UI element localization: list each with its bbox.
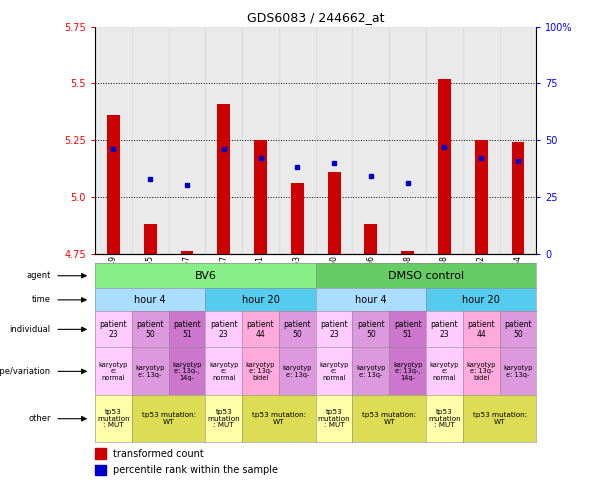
Bar	[95, 27, 132, 254]
Text: karyotyp
e:
normal: karyotyp e: normal	[209, 362, 238, 381]
Text: patient
23: patient 23	[210, 320, 238, 339]
Text: time: time	[32, 296, 51, 304]
Text: other: other	[28, 414, 51, 423]
Bar	[463, 27, 500, 254]
Text: tp53 mutation:
WT: tp53 mutation: WT	[473, 412, 527, 425]
Text: patient
50: patient 50	[504, 320, 532, 339]
Text: patient
44: patient 44	[246, 320, 275, 339]
Text: hour 20: hour 20	[242, 295, 280, 305]
Bar	[279, 27, 316, 254]
Bar	[254, 140, 267, 254]
Bar	[365, 224, 378, 254]
Text: DMSO control: DMSO control	[388, 271, 464, 281]
Text: karyotyp
e:
normal: karyotyp e: normal	[319, 362, 349, 381]
Text: tp53
mutation
: MUT: tp53 mutation : MUT	[428, 409, 461, 428]
Text: patient
50: patient 50	[357, 320, 385, 339]
Text: patient
23: patient 23	[430, 320, 459, 339]
Text: karyotyp
e: 13q-,
14q-: karyotyp e: 13q-, 14q-	[172, 362, 202, 381]
Text: transformed count: transformed count	[113, 449, 204, 459]
Text: karyotyp
e:
normal: karyotyp e: normal	[99, 362, 128, 381]
Bar	[512, 142, 525, 254]
Bar	[132, 27, 169, 254]
Bar	[181, 251, 194, 254]
Bar	[242, 27, 279, 254]
Text: patient
23: patient 23	[320, 320, 348, 339]
Text: karyotyp
e: 13q-: karyotyp e: 13q-	[135, 365, 165, 378]
Bar	[95, 448, 106, 458]
Bar	[500, 27, 536, 254]
Bar	[402, 251, 414, 254]
Text: tp53
mutation
: MUT: tp53 mutation : MUT	[97, 409, 130, 428]
Text: karyotyp
e: 13q-: karyotyp e: 13q-	[503, 365, 533, 378]
Bar	[107, 115, 120, 254]
Text: karyotyp
e: 13q-,
14q-: karyotyp e: 13q-, 14q-	[393, 362, 422, 381]
Bar	[316, 27, 352, 254]
Bar	[205, 27, 242, 254]
Text: karyotyp
e: 13q-
bidel: karyotyp e: 13q- bidel	[246, 362, 275, 381]
Text: patient
44: patient 44	[467, 320, 495, 339]
Bar	[218, 104, 230, 254]
Text: karyotyp
e: 13q-
bidel: karyotyp e: 13q- bidel	[466, 362, 496, 381]
Text: karyotyp
e:
normal: karyotyp e: normal	[430, 362, 459, 381]
Text: patient
51: patient 51	[173, 320, 201, 339]
Bar	[143, 224, 157, 254]
Text: tp53 mutation:
WT: tp53 mutation: WT	[142, 412, 196, 425]
Text: hour 4: hour 4	[355, 295, 387, 305]
Bar	[291, 183, 304, 254]
Bar	[352, 27, 389, 254]
Text: hour 4: hour 4	[134, 295, 166, 305]
Text: agent: agent	[26, 271, 51, 280]
Text: tp53
mutation
: MUT: tp53 mutation : MUT	[207, 409, 240, 428]
Bar	[328, 172, 341, 254]
Text: patient
50: patient 50	[136, 320, 164, 339]
Bar	[426, 27, 463, 254]
Text: percentile rank within the sample: percentile rank within the sample	[113, 465, 278, 475]
Bar	[95, 465, 106, 475]
Text: karyotyp
e: 13q-: karyotyp e: 13q-	[356, 365, 386, 378]
Text: genotype/variation: genotype/variation	[0, 367, 51, 376]
Text: hour 20: hour 20	[462, 295, 500, 305]
Text: patient
23: patient 23	[99, 320, 128, 339]
Text: individual: individual	[9, 325, 51, 334]
Text: tp53
mutation
: MUT: tp53 mutation : MUT	[318, 409, 351, 428]
Bar	[475, 140, 488, 254]
Bar	[169, 27, 205, 254]
Text: tp53 mutation:
WT: tp53 mutation: WT	[362, 412, 416, 425]
Text: karyotyp
e: 13q-: karyotyp e: 13q-	[283, 365, 312, 378]
Text: patient
51: patient 51	[394, 320, 422, 339]
Bar	[389, 27, 426, 254]
Text: tp53 mutation:
WT: tp53 mutation: WT	[252, 412, 306, 425]
Text: patient
50: patient 50	[283, 320, 311, 339]
Title: GDS6083 / 244662_at: GDS6083 / 244662_at	[247, 11, 384, 24]
Text: BV6: BV6	[194, 271, 216, 281]
Bar	[438, 79, 451, 254]
